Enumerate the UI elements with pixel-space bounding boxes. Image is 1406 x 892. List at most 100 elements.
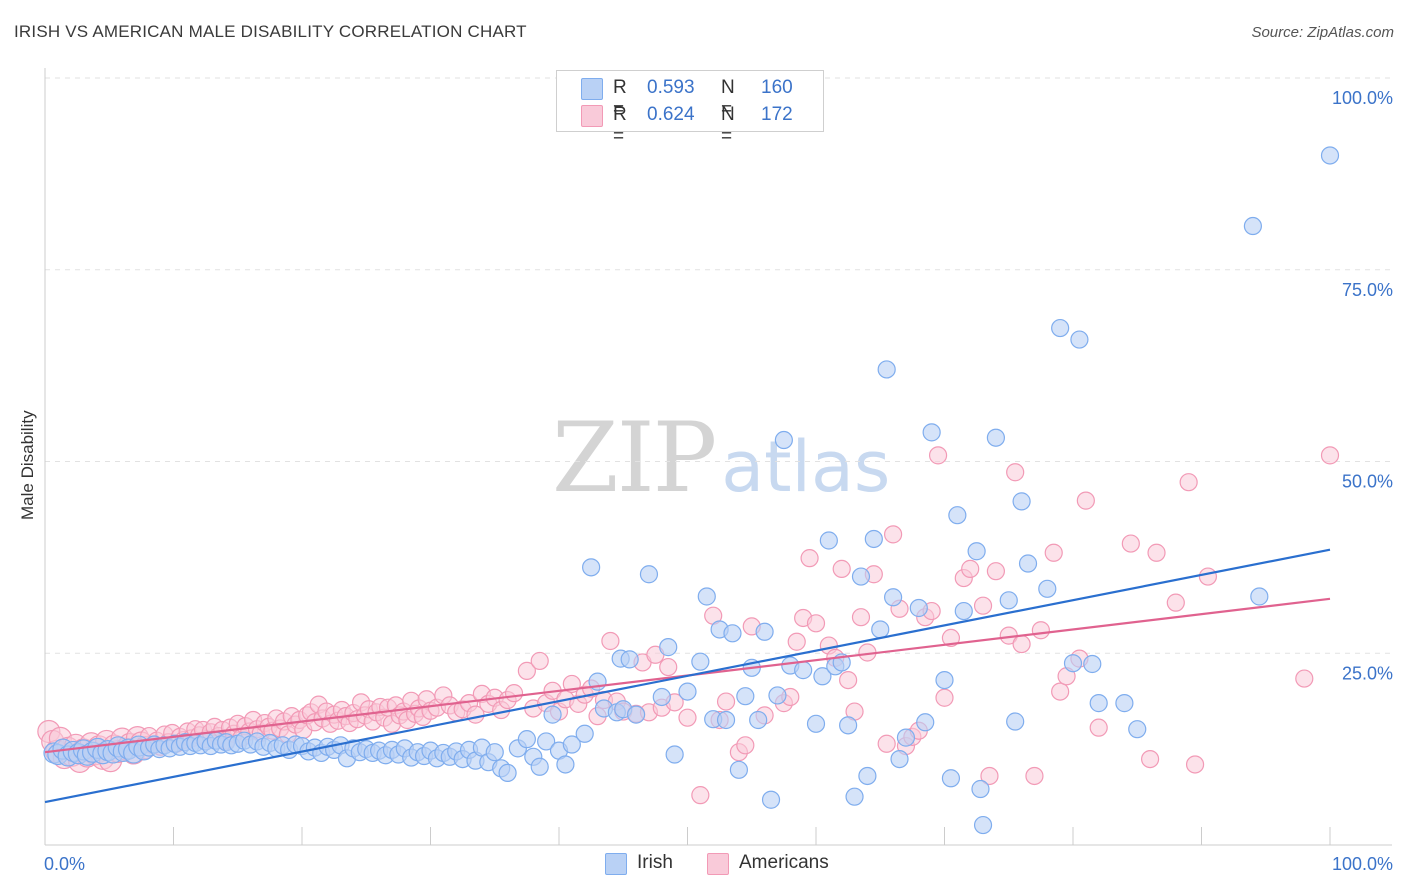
irish-point — [851, 567, 871, 586]
chart-title: IRISH VS AMERICAN MALE DISABILITY CORREL… — [14, 22, 527, 41]
americans-point — [716, 692, 736, 711]
irish-point — [562, 735, 581, 754]
irish-point — [1250, 587, 1269, 606]
irish-point — [729, 760, 749, 779]
y-tick-label: 75.0% — [1342, 280, 1393, 300]
irish-r-label: R = — [613, 77, 627, 120]
irish-point — [890, 749, 909, 769]
irish-swatch — [581, 78, 603, 100]
americans-n-value: 172 — [761, 104, 793, 125]
irish-point — [1243, 216, 1263, 236]
irish-point — [806, 714, 826, 733]
irish-point — [819, 531, 838, 550]
irish-point — [1012, 492, 1031, 511]
irish-point — [543, 705, 562, 724]
americans-point — [1025, 766, 1044, 786]
irish-n-value: 160 — [761, 77, 793, 98]
americans-point — [504, 684, 524, 703]
irish-point — [1051, 318, 1070, 338]
irish-point — [556, 755, 575, 774]
americans-n-label: N = — [721, 104, 735, 147]
irish-point — [858, 766, 877, 786]
correlation-legend: R = 0.593 N = 160 R = 0.624 N = 172 — [556, 70, 824, 147]
americans-point — [601, 631, 620, 651]
irish-point — [877, 360, 896, 379]
irish-point — [639, 565, 659, 584]
irish-point — [1038, 579, 1057, 598]
americans-legend-swatch — [707, 853, 729, 875]
americans-point — [736, 736, 755, 755]
irish-point — [954, 601, 973, 621]
irish-point — [1006, 712, 1025, 731]
irish-point — [1083, 654, 1102, 674]
irish-point — [986, 428, 1006, 447]
irish-point — [922, 423, 941, 442]
irish-point — [871, 620, 890, 639]
irish-point — [813, 667, 832, 686]
irish-point — [691, 652, 710, 671]
americans-point — [877, 734, 896, 753]
americans-point — [691, 786, 710, 805]
irish-point — [794, 661, 813, 680]
americans-swatch — [581, 105, 603, 127]
americans-point — [1031, 621, 1050, 640]
americans-point — [1121, 534, 1140, 553]
irish-r-value: 0.593 — [647, 77, 695, 98]
americans-point — [1012, 634, 1031, 654]
trend-lines — [44, 548, 1331, 804]
irish-point — [948, 506, 967, 525]
americans-point — [1320, 446, 1340, 465]
americans-point — [1089, 718, 1108, 737]
americans-r-label: R = — [613, 104, 627, 147]
americans-point — [851, 608, 871, 627]
irish-point — [1063, 654, 1083, 673]
grid-lines — [45, 77, 1392, 654]
irish-point — [941, 769, 961, 788]
americans-point — [1185, 755, 1205, 774]
irish-point — [916, 713, 935, 732]
irish-point — [620, 650, 639, 669]
irish-point — [967, 542, 986, 561]
americans-point — [832, 559, 851, 578]
axes — [44, 68, 1392, 846]
americans-point — [530, 651, 549, 671]
watermark-atlas: atlas — [721, 426, 891, 508]
americans-point — [941, 628, 961, 648]
irish-n-label: N = — [721, 77, 735, 120]
irish-point — [498, 763, 517, 783]
americans-point — [1147, 543, 1166, 562]
americans-point — [1006, 463, 1025, 482]
americans-point — [935, 688, 954, 707]
irish-point — [626, 705, 646, 724]
irish-point — [845, 787, 864, 806]
irish-point — [1320, 146, 1340, 165]
irish-point — [1089, 694, 1108, 713]
irish-point — [723, 624, 742, 643]
americans-point — [1198, 567, 1218, 586]
irish-point — [659, 638, 678, 657]
americans-r-value: 0.624 — [647, 104, 695, 125]
americans-point — [1051, 682, 1070, 701]
americans-point — [1044, 543, 1063, 562]
americans-point — [787, 632, 806, 651]
irish-point — [749, 710, 768, 730]
americans-point — [517, 661, 536, 680]
irish-point — [761, 790, 781, 809]
irish-point — [582, 558, 601, 577]
y-tick-label: 50.0% — [1342, 472, 1393, 492]
irish-point — [530, 757, 549, 776]
irish-legend-swatch — [605, 853, 627, 875]
americans-point — [1295, 669, 1314, 688]
irish-point — [1128, 720, 1147, 739]
irish-point — [909, 598, 928, 618]
x-tick-label: 100.0% — [1332, 854, 1393, 874]
americans-point — [1076, 491, 1095, 510]
source-label: Source: ZipAtlas.com — [1251, 24, 1394, 41]
irish-point — [774, 430, 793, 450]
irish-point — [1070, 330, 1089, 349]
irish-point — [1018, 554, 1038, 573]
y-tick-label: 100.0% — [1332, 88, 1393, 108]
irish-point — [716, 710, 736, 730]
americans-point — [1140, 749, 1160, 769]
